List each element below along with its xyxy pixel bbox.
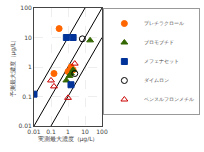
svg-text:100: 100 xyxy=(20,4,32,11)
svg-text:10: 10 xyxy=(81,128,89,135)
svg-text:ダイムロン: ダイムロン xyxy=(144,77,169,83)
svg-text:0.1: 0.1 xyxy=(22,93,32,100)
svg-text:プレチラクロール: プレチラクロール xyxy=(144,20,184,26)
svg-text:ブロモブチド: ブロモブチド xyxy=(144,39,174,45)
svg-text:10: 10 xyxy=(24,34,32,41)
svg-text:1: 1 xyxy=(28,63,32,70)
svg-text:100: 100 xyxy=(96,128,108,135)
svg-text:0.01: 0.01 xyxy=(27,128,41,135)
svg-text:実測最大濃度（μg/L）: 実測最大濃度（μg/L） xyxy=(38,135,99,143)
svg-text:1: 1 xyxy=(66,128,70,135)
svg-text:ベンスルフロンメチル: ベンスルフロンメチル xyxy=(144,96,194,102)
svg-text:予測最大濃度（μg/L）: 予測最大濃度（μg/L） xyxy=(9,37,17,98)
svg-text:メフェナセット: メフェナセット xyxy=(144,58,179,64)
svg-text:0.1: 0.1 xyxy=(46,128,56,135)
svg-text:0.01: 0.01 xyxy=(18,122,32,129)
